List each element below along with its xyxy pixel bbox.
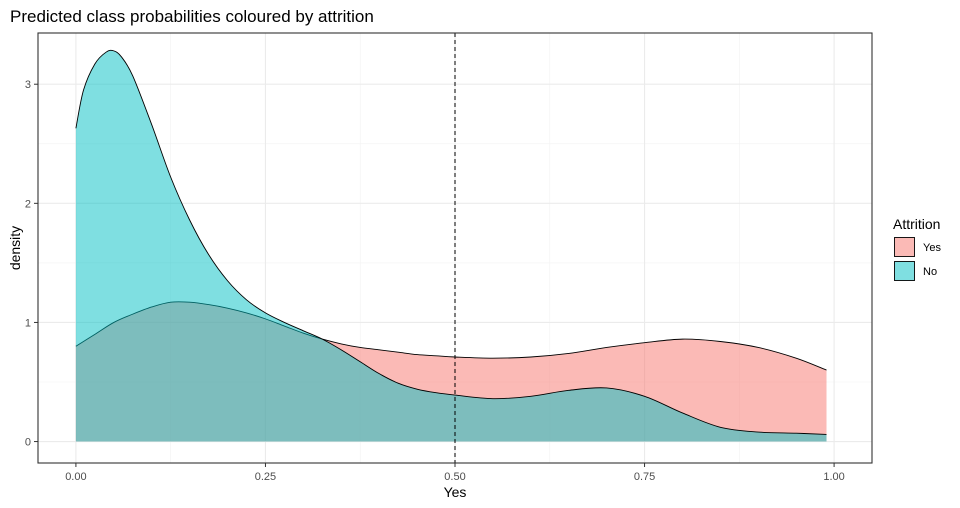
x-axis-title: Yes — [444, 484, 467, 500]
chart-title: Predicted class probabilities coloured b… — [10, 7, 374, 26]
y-tick-label: 1 — [25, 317, 31, 329]
y-axis-title: density — [7, 226, 23, 270]
legend-label-yes: Yes — [923, 242, 941, 254]
density-areas — [75, 49, 827, 442]
density-area-no — [75, 50, 827, 442]
x-tick-label: 0.25 — [255, 471, 276, 483]
x-tick-label: 0.00 — [65, 471, 86, 483]
x-tick-label: 1.00 — [823, 471, 844, 483]
axes: 0.00 0.25 0.50 0.75 1.00 0 1 2 3 — [25, 79, 845, 483]
x-tick-label: 0.75 — [634, 471, 655, 483]
y-tick-label: 2 — [25, 198, 31, 210]
legend-swatch-yes — [894, 237, 915, 257]
legend-label-no: No — [923, 266, 937, 278]
density-line-no — [75, 49, 827, 435]
y-tick-label: 0 — [25, 437, 31, 449]
y-tick-label: 3 — [25, 79, 31, 91]
legend: Attrition Yes No — [893, 216, 941, 281]
legend-title: Attrition — [893, 216, 940, 232]
legend-swatch-no — [894, 261, 915, 281]
x-tick-label: 0.50 — [444, 471, 465, 483]
